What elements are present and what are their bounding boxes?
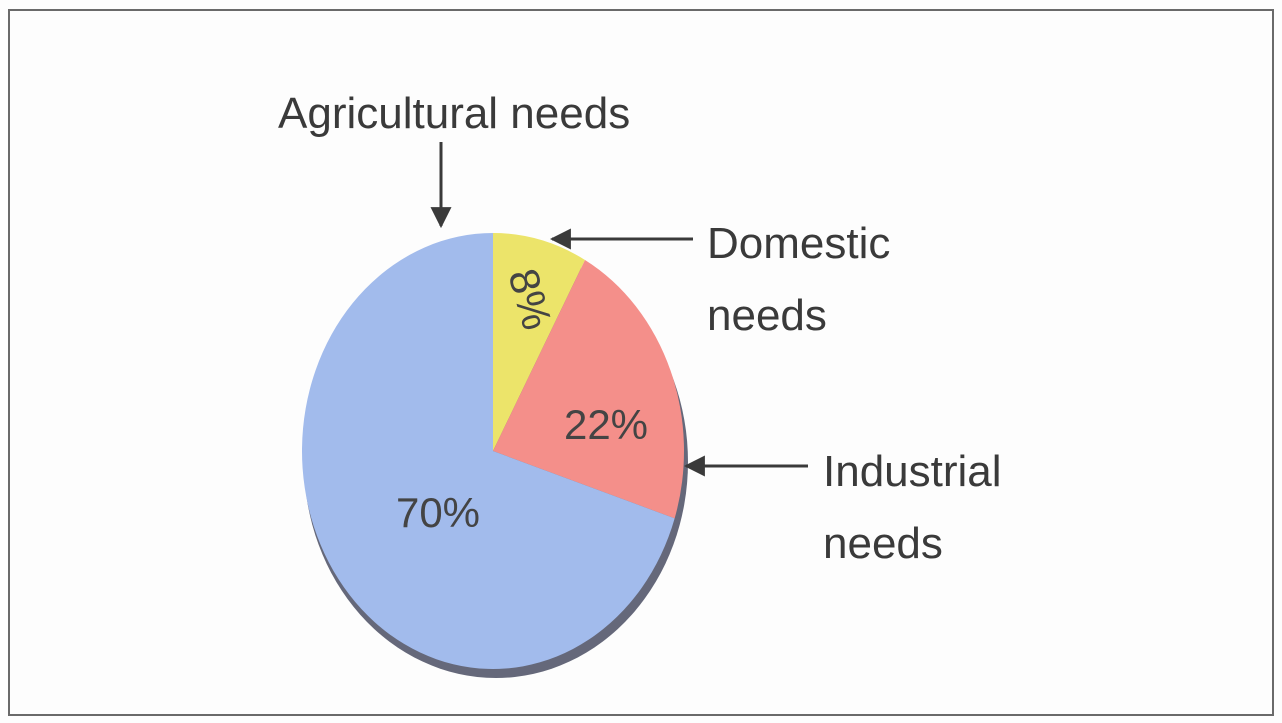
- agricultural-callout-label: Agricultural needs: [278, 89, 630, 138]
- pie-slice-industrial: [493, 259, 684, 519]
- pie-slice-domestic: [493, 233, 586, 451]
- pie-slice-agricultural: [301, 233, 675, 669]
- pie-slice-label-agricultural: 70%: [396, 489, 480, 536]
- chart-frame: [8, 9, 1274, 716]
- domestic-callout-label: Domestic needs: [707, 219, 903, 340]
- pie-slice-labels: 8%22%70%: [396, 263, 648, 536]
- pie-slice-label-industrial: 22%: [564, 401, 648, 448]
- industrial-callout-line-2: needs: [823, 519, 943, 568]
- domestic-callout-line-1: Domestic: [707, 219, 890, 268]
- pie-slices: [301, 233, 684, 669]
- industrial-callout-line-1: Industrial: [823, 447, 1002, 496]
- industrial-callout-label: Industrial needs: [823, 447, 1014, 568]
- domestic-callout-line-2: needs: [707, 291, 827, 340]
- agricultural-callout-line-1: Agricultural needs: [278, 89, 630, 138]
